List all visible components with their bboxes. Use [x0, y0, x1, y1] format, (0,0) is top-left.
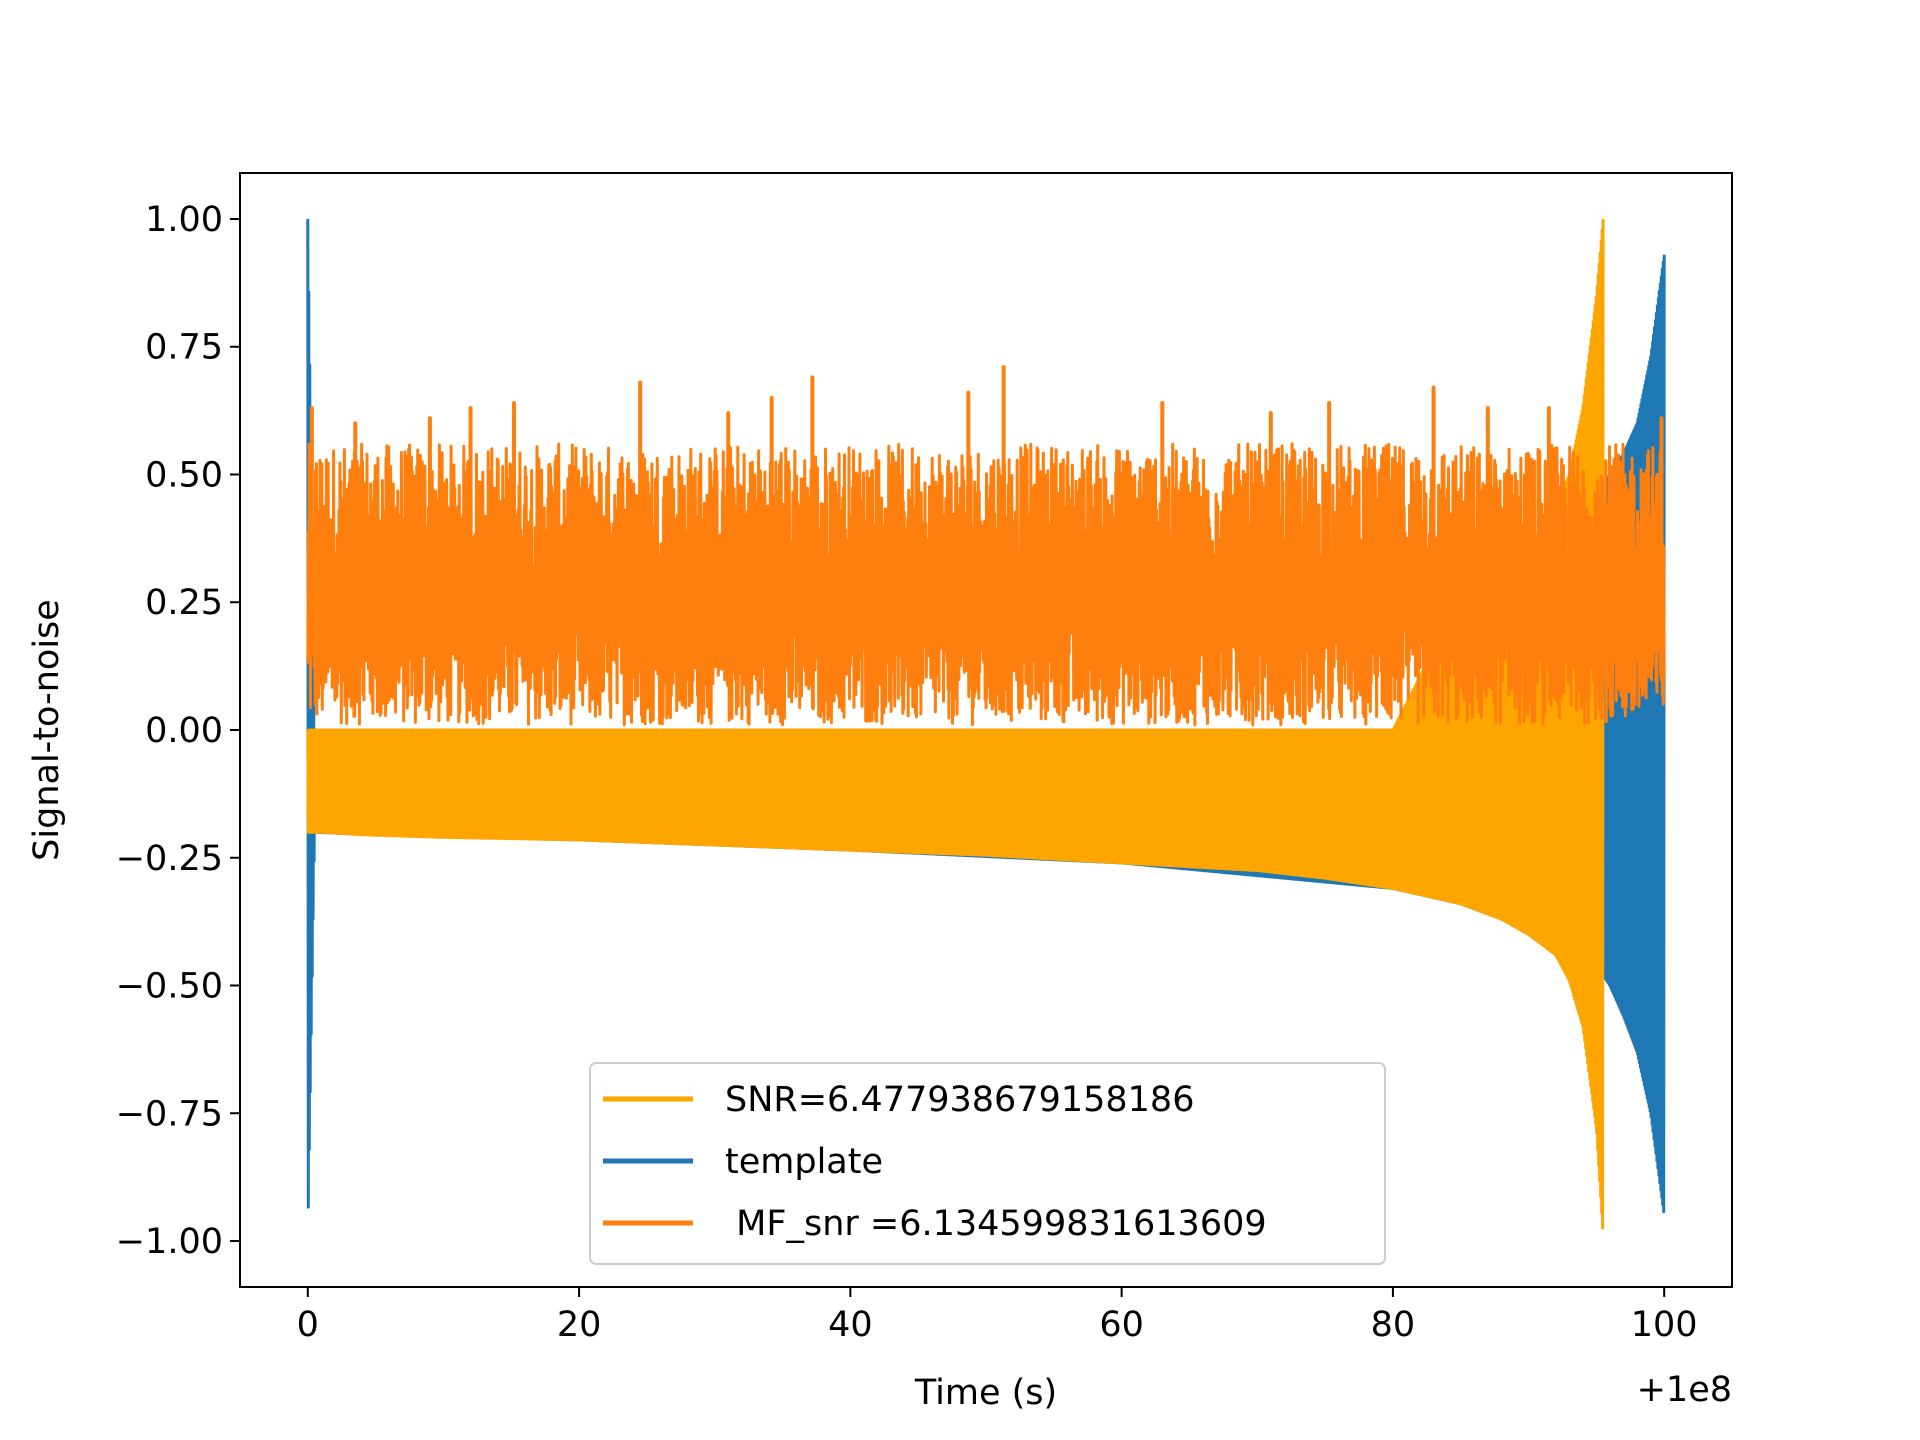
plot-series: [306, 218, 1666, 1230]
y-tick-label: 1.00: [145, 200, 223, 240]
x-tick-label: 80: [1371, 1305, 1416, 1345]
y-tick-label: 0.25: [145, 583, 223, 623]
x-tick-label: 100: [1631, 1305, 1698, 1345]
series-line: [306, 442, 1666, 727]
legend-label-snr: SNR=6.477938679158186: [725, 1080, 1194, 1120]
x-tick-label: 40: [828, 1305, 873, 1345]
y-tick-label: 0.75: [145, 328, 223, 368]
x-tick-label: 20: [557, 1305, 602, 1345]
y-axis-label: Signal-to-noise: [27, 599, 67, 861]
y-tick-label: −0.25: [116, 839, 223, 879]
y-tick-label: −1.00: [116, 1222, 223, 1262]
x-tick-label: 60: [1099, 1305, 1144, 1345]
y-tick-label: 0.50: [145, 455, 223, 495]
legend-box: [589, 1062, 1386, 1265]
y-tick-label: −0.75: [116, 1094, 223, 1134]
y-axis: 1.00 0.75 0.50 0.25 0.00 −0.25 −0.50 −0.75 −1.00: [116, 200, 240, 1262]
y-tick-label: −0.50: [116, 967, 223, 1007]
legend: SNR=6.477938679158186 template MF_snr =6…: [589, 1062, 1386, 1265]
legend-label-mf-snr: MF_snr =6.134599831613609: [725, 1204, 1267, 1244]
x-axis-label: Time (s): [914, 1373, 1057, 1413]
x-offset-label: +1e8: [1637, 1370, 1732, 1410]
legend-label-template: template: [725, 1142, 883, 1182]
y-tick-label: 0.00: [145, 711, 223, 751]
series-line: [306, 218, 1605, 1230]
x-axis: 0 20 40 60 80 100: [297, 1287, 1698, 1345]
x-tick-label: 0: [297, 1305, 319, 1345]
